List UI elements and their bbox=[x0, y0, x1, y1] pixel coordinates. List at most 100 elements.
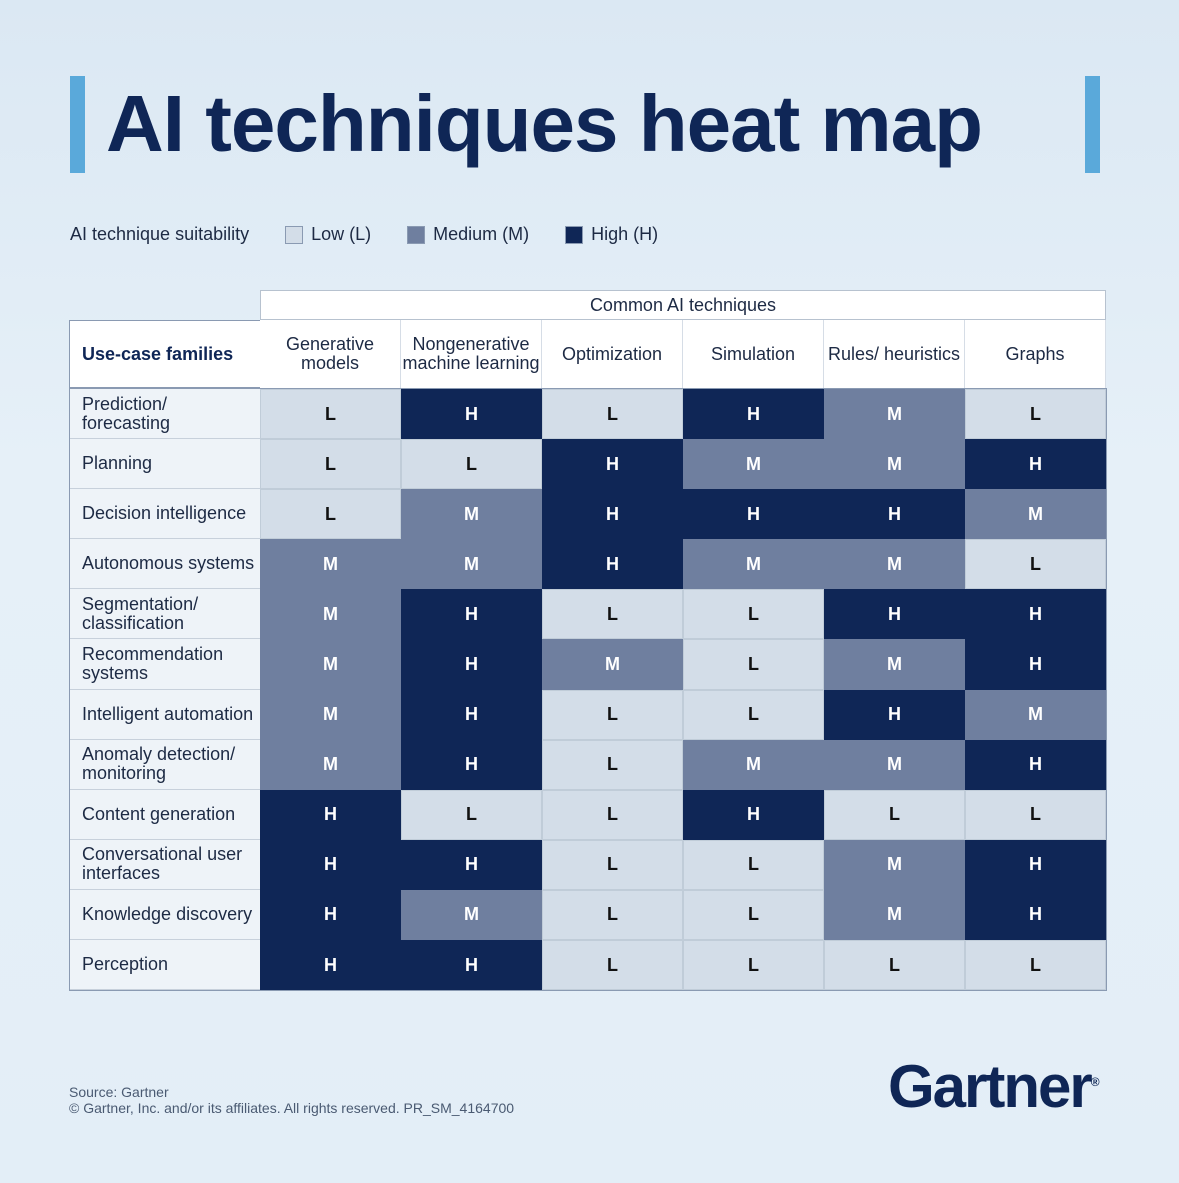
heatmap-cell: L bbox=[401, 789, 542, 840]
heatmap-cell: L bbox=[401, 439, 542, 490]
heatmap-cell: H bbox=[542, 539, 683, 590]
heatmap-cell: L bbox=[260, 389, 401, 440]
heatmap-cell: L bbox=[542, 739, 683, 790]
legend-item-medium: Medium (M) bbox=[407, 224, 529, 245]
heatmap-cell: L bbox=[542, 389, 683, 440]
heatmap-cell: M bbox=[260, 639, 401, 690]
heatmap-cell: H bbox=[260, 839, 401, 890]
heatmap-cell: L bbox=[683, 839, 824, 890]
logo-text: Gartner bbox=[888, 1053, 1093, 1120]
legend-item-low: Low (L) bbox=[285, 224, 371, 245]
heatmap-cell: H bbox=[401, 389, 542, 440]
heatmap-cell: H bbox=[401, 839, 542, 890]
legend-text-medium: Medium (M) bbox=[433, 224, 530, 244]
heatmap-cell: L bbox=[260, 439, 401, 490]
legend-swatch-high bbox=[565, 225, 584, 244]
heatmap-cell: M bbox=[824, 739, 965, 790]
heatmap-row: Knowledge discovery H M L L M H bbox=[70, 889, 1106, 941]
source-note: Source: Gartner © Gartner, Inc. and/or i… bbox=[69, 1084, 514, 1116]
legend-item-high: High (H) bbox=[565, 224, 658, 245]
heatmap-cell: M bbox=[542, 639, 683, 690]
heatmap-cell: L bbox=[542, 789, 683, 840]
row-label: Autonomous systems bbox=[70, 539, 260, 590]
column-header: Nongenerative machine learning bbox=[401, 320, 542, 388]
heatmap-cell: M bbox=[683, 539, 824, 590]
heatmap-cell: H bbox=[401, 739, 542, 790]
heatmap-cell: L bbox=[683, 639, 824, 690]
legend-swatch-medium bbox=[407, 225, 426, 244]
heatmap-cell: M bbox=[683, 739, 824, 790]
gartner-logo: Gartner® bbox=[888, 1053, 1100, 1120]
legend: AI technique suitability Low (L) Medium … bbox=[70, 224, 658, 245]
row-label: Perception bbox=[70, 940, 260, 991]
heatmap-cell: H bbox=[824, 589, 965, 640]
heatmap-cell: L bbox=[824, 789, 965, 840]
column-header: Optimization bbox=[542, 320, 683, 388]
row-label: Recommendation systems bbox=[70, 639, 260, 690]
heatmap-row: Segmentation/ classification M H L L H H bbox=[70, 589, 1106, 640]
title-accent-bar-left bbox=[70, 76, 85, 173]
heatmap-cell: L bbox=[542, 940, 683, 991]
heatmap-cell: M bbox=[824, 539, 965, 590]
heatmap-cell: M bbox=[965, 689, 1106, 740]
heatmap-cell: H bbox=[683, 389, 824, 440]
heatmap-cell: L bbox=[260, 489, 401, 540]
heatmap-cell: M bbox=[260, 689, 401, 740]
heatmap-cell: M bbox=[824, 889, 965, 941]
heatmap-cell: H bbox=[401, 940, 542, 991]
heatmap-cell: H bbox=[542, 489, 683, 540]
heatmap-cell: L bbox=[683, 940, 824, 991]
row-label: Prediction/ forecasting bbox=[70, 389, 260, 440]
heatmap-cell: H bbox=[965, 439, 1106, 490]
column-header: Graphs bbox=[965, 320, 1106, 388]
row-label: Decision intelligence bbox=[70, 489, 260, 540]
heatmap-cell: M bbox=[965, 489, 1106, 540]
heatmap-cell: H bbox=[965, 889, 1106, 941]
heatmap-row: Conversational user interfaces H H L L M H bbox=[70, 839, 1106, 890]
source-text: Source: Gartner bbox=[69, 1084, 169, 1100]
heatmap-cell: M bbox=[824, 439, 965, 490]
heatmap-row: Autonomous systems M M H M M L bbox=[70, 539, 1106, 590]
heatmap-cell: M bbox=[401, 539, 542, 590]
heatmap-cell: H bbox=[683, 489, 824, 540]
heatmap-row: Content generation H L L H L L bbox=[70, 789, 1106, 840]
copyright-text: © Gartner, Inc. and/or its affiliates. A… bbox=[69, 1100, 515, 1116]
legend-text-low: Low (L) bbox=[311, 224, 372, 244]
heatmap-cell: L bbox=[542, 589, 683, 640]
heatmap-cell: H bbox=[683, 789, 824, 840]
heatmap-cell: H bbox=[401, 689, 542, 740]
page-title: AI techniques heat map bbox=[106, 79, 983, 168]
heatmap-cell: H bbox=[542, 439, 683, 490]
heatmap-row: Intelligent automation M H L L H M bbox=[70, 689, 1106, 740]
column-header: Generative models bbox=[260, 320, 401, 388]
heatmap-row: Decision intelligence L M H H H M bbox=[70, 489, 1106, 540]
heatmap-cell: M bbox=[401, 889, 542, 941]
heatmap-cell: H bbox=[965, 589, 1106, 640]
heatmap-cell: L bbox=[965, 539, 1106, 590]
heatmap-cell: H bbox=[965, 839, 1106, 890]
column-group-header: Common AI techniques bbox=[260, 290, 1106, 320]
row-label: Content generation bbox=[70, 789, 260, 840]
row-label: Segmentation/ classification bbox=[70, 589, 260, 640]
heatmap-cell: H bbox=[824, 689, 965, 740]
legend-swatch-low bbox=[285, 225, 304, 244]
heatmap-row: Anomaly detection/ monitoring M H L M M H bbox=[70, 739, 1106, 790]
heatmap-rows: Prediction/ forecasting L H L H M L Planning L L H… bbox=[69, 388, 1107, 992]
heatmap-cell: L bbox=[683, 889, 824, 941]
heatmap-cell: H bbox=[965, 639, 1106, 690]
heatmap-cell: L bbox=[683, 589, 824, 640]
row-label: Conversational user interfaces bbox=[70, 839, 260, 890]
heatmap-cell: H bbox=[965, 739, 1106, 790]
heatmap-cell: H bbox=[260, 789, 401, 840]
heatmap-row: Perception H H L L L L bbox=[70, 940, 1106, 991]
heatmap-cell: L bbox=[542, 889, 683, 941]
heatmap-cell: M bbox=[683, 439, 824, 490]
legend-text-high: High (H) bbox=[591, 224, 659, 244]
heatmap-row: Prediction/ forecasting L H L H M L bbox=[70, 389, 1106, 440]
heatmap-cell: M bbox=[824, 389, 965, 440]
row-label: Anomaly detection/ monitoring bbox=[70, 739, 260, 790]
heatmap-cell: M bbox=[401, 489, 542, 540]
heatmap-cell: M bbox=[824, 639, 965, 690]
row-label: Intelligent automation bbox=[70, 689, 260, 740]
heatmap-cell: M bbox=[260, 739, 401, 790]
